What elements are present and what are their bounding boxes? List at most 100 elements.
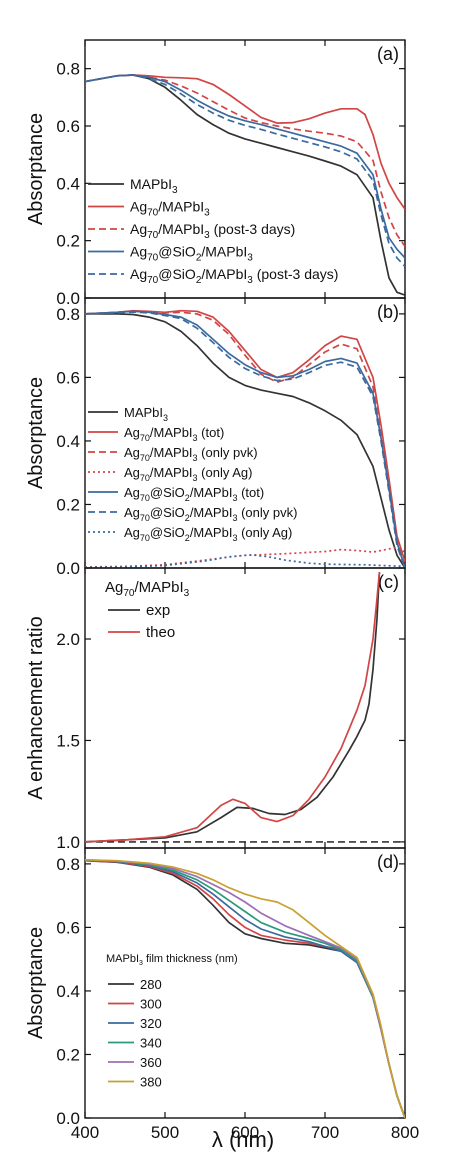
legend-label-part: /MAPbI	[150, 425, 193, 440]
panel-title-part: 3	[184, 588, 190, 599]
series-line-0	[85, 74, 405, 296]
legend-label-part: 300	[140, 997, 162, 1012]
series-line-0	[85, 572, 381, 843]
legend-label-part: Ag	[124, 505, 140, 520]
legend-label: 360	[140, 1055, 162, 1070]
legend-label-part: /MAPbI	[190, 525, 233, 540]
legend-label-part: (tot)	[198, 425, 225, 440]
legend-label-part: theo	[146, 624, 175, 641]
legend-label-part: Ag	[124, 445, 140, 460]
legend-label-part: Ag	[124, 525, 140, 540]
y-tick-label: 0.8	[56, 305, 80, 324]
legend-label-part: 70	[140, 513, 150, 523]
x-tick-label: 700	[311, 1123, 339, 1142]
series-lines	[85, 309, 405, 568]
panel-title-part: Ag	[105, 579, 123, 596]
legend-label-part: @SiO	[150, 505, 185, 520]
legend-label-part: 70	[140, 433, 150, 443]
legend-label-part: 70	[140, 473, 150, 483]
legend-label-part: (only Ag)	[198, 465, 253, 480]
legend-label-part: 3	[163, 413, 168, 423]
legend-label: 300	[140, 997, 162, 1012]
series-lines	[85, 858, 405, 1118]
legend-label-part: @SiO	[150, 485, 185, 500]
panel-label: (c)	[378, 572, 399, 592]
y-tick-label: 0.0	[56, 559, 80, 578]
y-tick-label: 0.8	[56, 60, 80, 79]
legend-label-part: 3	[247, 275, 253, 286]
legend-label: Ag70@SiO2/MAPbI3 (only pvk)	[124, 505, 297, 523]
y-tick-label: 1.0	[56, 833, 80, 852]
y-tick-label: 0.0	[56, 289, 80, 308]
y-tick-label: 1.5	[56, 731, 80, 750]
legend-label-part: (post-3 days)	[253, 266, 339, 282]
legend-label-part: 3	[172, 185, 178, 196]
legend-label-part: 3	[193, 453, 198, 463]
y-axis-title: A enhancement ratio	[25, 616, 47, 799]
series-line-5	[85, 858, 405, 1118]
legend-label: Ag70/MAPbI3 (tot)	[124, 425, 224, 443]
legend-title-part: 3	[139, 960, 143, 967]
panel-d: 0.0 0.2 0.4 0.6 0.8 400 500 600 700 800 Absorptanc…	[25, 847, 419, 1142]
legend-label-part: 2	[185, 493, 190, 503]
legend-label-part: Ag	[124, 425, 140, 440]
legend-label: Ag70/MAPbI3 (only Ag)	[124, 465, 252, 483]
panel-title-part: 70	[123, 588, 135, 599]
series-line-1	[85, 572, 381, 843]
legend-label-part: /MAPbI	[150, 465, 193, 480]
legend-label-part: 340	[140, 1036, 162, 1051]
legend-label-part: Ag	[130, 221, 147, 237]
legend-label: Ag70@SiO2/MAPbI3 (only Ag)	[124, 525, 292, 543]
y-axis-title: Absorptance	[25, 927, 47, 1039]
legend-label-part: 3	[232, 493, 237, 503]
series-line-1	[85, 74, 405, 210]
legend-label-part: Ag	[130, 266, 147, 282]
legend-label: MAPbI3	[130, 176, 178, 196]
x-axis-title: λ (nm)	[212, 1127, 274, 1152]
y-tick-label: 0.6	[56, 117, 80, 136]
legend-label-part: /MAPbI	[201, 266, 247, 282]
y-axis-title: Absorptance	[25, 113, 47, 225]
legend-label-part: MAPbI	[124, 405, 163, 420]
legend-label-part: 2	[185, 533, 190, 543]
x-tick-label: 600	[231, 1123, 259, 1142]
legend-label-part: (only pvk)	[237, 505, 297, 520]
x-tick-label: 400	[71, 1123, 99, 1142]
legend-label-part: 3	[204, 230, 210, 241]
panel-title-part: /MAPbI	[134, 579, 183, 596]
legend-label-part: Ag	[130, 244, 147, 260]
legend-label-part: (tot)	[237, 485, 264, 500]
legend-label-part: (post-3 days)	[210, 221, 296, 237]
legend-label-part: 3	[232, 513, 237, 523]
legend-label-part: (only pvk)	[198, 445, 258, 460]
legend-label: Ag70/MAPbI3 (post-3 days)	[130, 221, 295, 241]
legend-label-part: 3	[204, 208, 210, 219]
legend-title-part: film thickness (nm)	[143, 953, 238, 965]
legend-label-part: /MAPbI	[158, 221, 204, 237]
legend-label: exp	[146, 602, 170, 619]
legend-label-part: 3	[247, 253, 253, 264]
legend-label: Ag70/MAPbI3	[130, 199, 210, 219]
panel-title: Ag70/MAPbI3	[105, 579, 190, 599]
y-tick-label: 0.4	[56, 982, 80, 1001]
panel-c: 1.0 1.5 2.0 A enhancement ratio (c) Ag70/MAPb…	[25, 567, 406, 852]
y-tick-label: 0.2	[56, 495, 80, 514]
panel-label: (d)	[377, 852, 399, 872]
legend-label-part: @SiO	[158, 266, 196, 282]
y-axis-title: Absorptance	[25, 377, 47, 489]
legend-label-part: 380	[140, 1075, 162, 1090]
legend-label-part: @SiO	[150, 525, 185, 540]
legend-label-part: 3	[232, 533, 237, 543]
legend-label-part: 70	[140, 493, 150, 503]
y-tick-label: 0.0	[56, 1109, 80, 1128]
series-line-5	[85, 311, 405, 568]
legend-label: 280	[140, 977, 162, 992]
legend-label-part: Ag	[124, 485, 140, 500]
series-line-0	[85, 313, 405, 568]
legend-label: 320	[140, 1016, 162, 1031]
legend-label: Ag70@SiO2/MAPbI3	[130, 244, 253, 264]
legend-label-part: 3	[193, 473, 198, 483]
legend-title: MAPbI3 film thickness (nm)	[106, 953, 238, 967]
legend-label-part: 70	[147, 253, 159, 264]
